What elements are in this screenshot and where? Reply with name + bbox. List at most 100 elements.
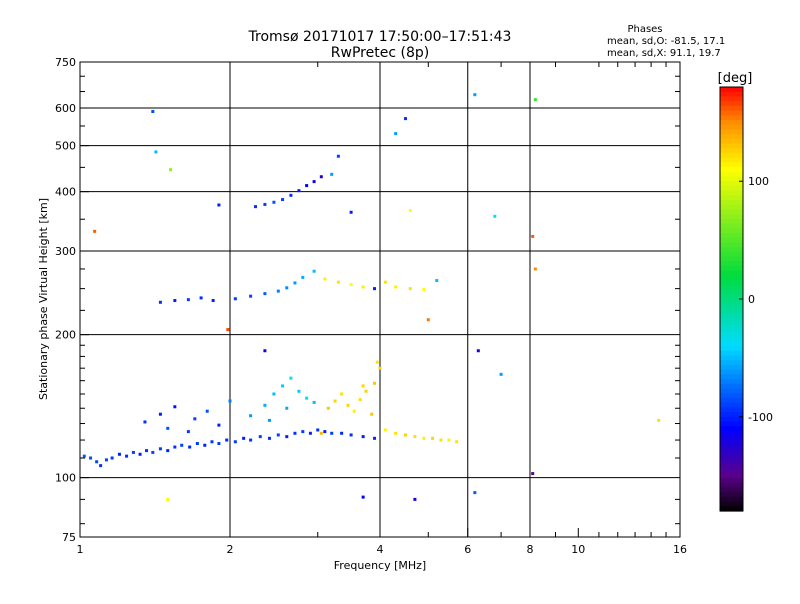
echo-point — [439, 438, 443, 442]
colorbar-segment — [720, 124, 743, 130]
echo-point — [242, 436, 246, 440]
colorbar-segment — [720, 308, 743, 314]
echo-point — [408, 209, 412, 213]
echo-point — [158, 447, 162, 451]
echo-point — [336, 280, 340, 284]
echo-point — [531, 234, 535, 238]
colorbar-segment — [720, 119, 743, 126]
echo-point — [333, 399, 337, 403]
colorbar-segment — [720, 223, 743, 229]
y-tick-label: 750 — [55, 56, 76, 69]
echo-point — [352, 409, 356, 413]
echo-point — [340, 431, 344, 435]
echo-point — [210, 440, 214, 444]
colorbar-segment — [720, 162, 743, 168]
echo-point — [403, 117, 407, 121]
colorbar-segment — [720, 256, 743, 262]
y-tick-label: 100 — [55, 472, 76, 485]
echo-point — [99, 464, 103, 468]
echo-point — [199, 296, 203, 300]
colorbar-segment — [720, 383, 743, 390]
colorbar-segment — [720, 463, 743, 470]
colorbar-segment — [720, 247, 743, 253]
y-tick-label: 300 — [55, 245, 76, 258]
phase-stat-x: mean, sd,X: 91.1, 19.7 — [607, 48, 721, 59]
echo-point — [110, 456, 114, 460]
x-tick-label: 6 — [464, 543, 471, 556]
echo-point — [375, 360, 379, 364]
echo-point — [473, 491, 477, 495]
colorbar-segment — [720, 261, 743, 267]
echo-point — [93, 229, 97, 233]
colorbar-segment — [720, 152, 743, 159]
colorbar-segment — [720, 393, 743, 399]
echo-point — [316, 428, 320, 432]
echo-point — [301, 275, 305, 279]
echo-point — [145, 449, 149, 453]
echo-point — [346, 403, 350, 407]
colorbar-segment — [720, 284, 743, 291]
echo-point — [151, 450, 155, 454]
colorbar-segment — [720, 317, 743, 324]
colorbar-unit-label: [deg] — [718, 71, 753, 86]
echo-point — [258, 435, 262, 439]
y-tick-label: 75 — [62, 531, 76, 544]
echo-point — [217, 442, 221, 446]
echo-point — [361, 435, 365, 439]
echo-point — [205, 409, 209, 413]
colorbar-segment — [720, 91, 743, 98]
x-tick-label: 10 — [571, 543, 585, 556]
echo-point — [289, 376, 293, 380]
echo-point — [340, 392, 344, 396]
echo-point — [373, 381, 377, 385]
colorbar-segment — [720, 350, 743, 357]
colorbar-segment — [720, 251, 743, 258]
colorbar-segment — [720, 407, 743, 413]
colorbar-segment — [720, 200, 743, 206]
echo-point — [297, 389, 301, 393]
echo-point — [349, 433, 353, 437]
echo-point — [476, 349, 480, 353]
colorbar-segment — [720, 134, 743, 140]
colorbar-segment — [720, 218, 743, 225]
colorbar-segment — [720, 242, 743, 248]
colorbar-segment — [720, 341, 743, 347]
echo-point — [394, 431, 398, 435]
echo-point — [276, 433, 280, 437]
colorbar-segment — [720, 204, 743, 211]
echo-point — [195, 442, 199, 446]
echo-point — [281, 384, 285, 388]
echo-point — [285, 435, 289, 439]
echo-point — [173, 299, 177, 303]
colorbar-segment — [720, 459, 743, 465]
colorbar-segment — [720, 228, 743, 234]
echo-point — [408, 287, 412, 291]
colorbar-segment — [720, 492, 743, 498]
echo-point — [358, 398, 362, 402]
echo-point — [336, 154, 340, 158]
echo-point — [117, 452, 121, 456]
colorbar-segment — [720, 327, 743, 333]
echo-point — [312, 400, 316, 404]
colorbar-segment — [720, 322, 743, 328]
colorbar-segment — [720, 412, 743, 418]
chart-subtitle: RwPretec (8p) — [331, 45, 429, 61]
colorbar-segment — [720, 138, 743, 145]
y-tick-label: 500 — [55, 140, 76, 153]
plot-area: 1 2 4 6 8 10 16 75 100 200 300 400 500 600 750 — [55, 56, 687, 556]
echo-point — [533, 267, 537, 271]
echo-point — [293, 281, 297, 285]
colorbar-segment — [720, 110, 743, 116]
colorbar-segment — [720, 454, 743, 460]
echo-point — [217, 423, 221, 427]
colorbar-segment — [720, 115, 743, 121]
phase-stat-o: mean, sd,O: -81.5, 17.1 — [607, 36, 725, 47]
colorbar-segment — [720, 87, 743, 93]
echo-point — [228, 399, 232, 403]
colorbar-segment — [720, 402, 743, 408]
colorbar-segment — [720, 416, 743, 423]
echo-point — [276, 289, 280, 293]
colorbar-segment — [720, 294, 743, 300]
echo-point — [319, 175, 323, 179]
colorbar-segment — [720, 468, 743, 474]
